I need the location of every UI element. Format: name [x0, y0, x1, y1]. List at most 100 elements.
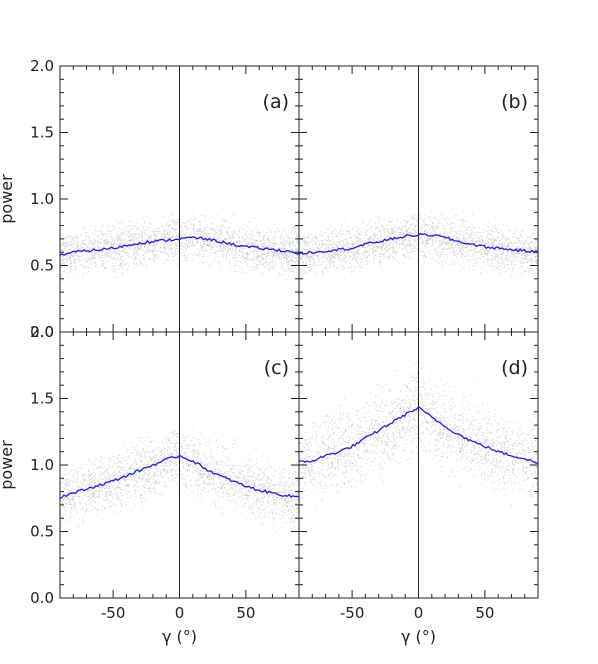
scatter-point: [515, 250, 517, 252]
scatter-point: [410, 243, 412, 245]
scatter-point: [487, 261, 489, 262]
scatter-point: [411, 216, 413, 218]
scatter-point: [182, 222, 184, 224]
scatter-point: [440, 244, 442, 246]
scatter-point: [491, 243, 493, 245]
scatter-point: [167, 232, 169, 234]
scatter-point: [367, 245, 369, 247]
scatter-point: [500, 256, 502, 258]
scatter-point: [108, 249, 110, 251]
scatter-point: [343, 278, 345, 280]
scatter-point: [153, 255, 155, 257]
scatter-point: [95, 228, 97, 230]
scatter-point: [531, 254, 533, 256]
scatter-point: [285, 252, 287, 254]
scatter-point: [522, 231, 524, 232]
scatter-point: [196, 242, 198, 244]
scatter-point: [221, 243, 223, 245]
scatter-point: [414, 247, 415, 249]
scatter-point: [151, 251, 153, 253]
scatter-point: [336, 246, 338, 247]
scatter-point: [219, 245, 221, 247]
scatter-point: [403, 253, 404, 255]
scatter-point: [439, 245, 441, 247]
scatter-point: [212, 259, 214, 261]
scatter-point: [520, 242, 521, 244]
scatter-point: [456, 213, 458, 215]
scatter-point: [123, 255, 125, 257]
scatter-point: [125, 250, 127, 252]
scatter-point: [252, 243, 254, 245]
scatter-point: [515, 236, 516, 237]
scatter-point: [469, 249, 471, 251]
scatter-point: [453, 254, 455, 256]
scatter-point: [297, 241, 299, 243]
scatter-point: [416, 232, 418, 234]
scatter-point: [340, 247, 342, 249]
scatter-point: [265, 265, 267, 267]
scatter-point: [495, 266, 497, 268]
scatter-point: [387, 241, 389, 243]
scatter-point: [115, 242, 117, 244]
scatter-point: [435, 251, 437, 253]
scatter-point: [128, 230, 130, 232]
scatter-point: [475, 248, 477, 250]
scatter-point: [493, 243, 495, 245]
scatter-point: [331, 257, 333, 259]
scatter-point: [364, 245, 366, 246]
scatter-point: [277, 253, 278, 254]
scatter-point: [478, 251, 480, 253]
scatter-point: [288, 243, 290, 245]
scatter-point: [114, 251, 116, 253]
scatter-point: [108, 245, 110, 247]
scatter-point: [415, 232, 417, 234]
scatter-point: [392, 238, 393, 239]
scatter-point: [210, 242, 212, 244]
scatter-point: [324, 267, 326, 269]
scatter-point: [438, 255, 440, 257]
scatter-point: [485, 271, 487, 273]
scatter-point: [103, 233, 105, 235]
scatter-point: [166, 239, 168, 241]
scatter-point: [227, 227, 229, 229]
scatter-point: [375, 250, 377, 252]
scatter-point: [424, 236, 425, 238]
scatter-point: [428, 216, 430, 217]
scatter-point: [314, 272, 316, 274]
scatter-point: [305, 259, 307, 261]
scatter-point: [164, 235, 166, 237]
scatter-point: [406, 243, 408, 245]
scatter-point: [480, 272, 482, 274]
scatter-point: [254, 266, 256, 268]
scatter-point: [510, 250, 512, 252]
scatter-point: [196, 237, 198, 239]
scatter-point: [175, 244, 177, 246]
scatter-point: [385, 250, 387, 252]
scatter-point: [200, 237, 202, 239]
scatter-point: [308, 258, 310, 260]
scatter-point: [316, 254, 318, 256]
scatter-point: [170, 247, 172, 249]
scatter-point: [262, 245, 264, 247]
scatter-point: [233, 254, 235, 256]
scatter-point: [281, 252, 283, 254]
scatter-point: [335, 252, 337, 254]
scatter-point: [286, 242, 288, 244]
scatter-point: [81, 243, 83, 244]
scatter-point: [449, 242, 451, 244]
scatter-point: [341, 251, 343, 253]
scatter-point: [211, 228, 213, 230]
scatter-point: [377, 240, 379, 242]
scatter-point: [388, 255, 390, 257]
scatter-point: [513, 243, 515, 245]
scatter-point: [456, 237, 458, 239]
scatter-point: [80, 255, 82, 257]
scatter-point: [489, 250, 491, 252]
scatter-point: [246, 254, 248, 256]
scatter-point: [140, 241, 142, 243]
scatter-point: [340, 252, 341, 254]
scatter-point: [517, 245, 519, 247]
scatter-point: [151, 238, 153, 240]
scatter-point: [315, 237, 316, 239]
scatter-point: [128, 231, 130, 233]
